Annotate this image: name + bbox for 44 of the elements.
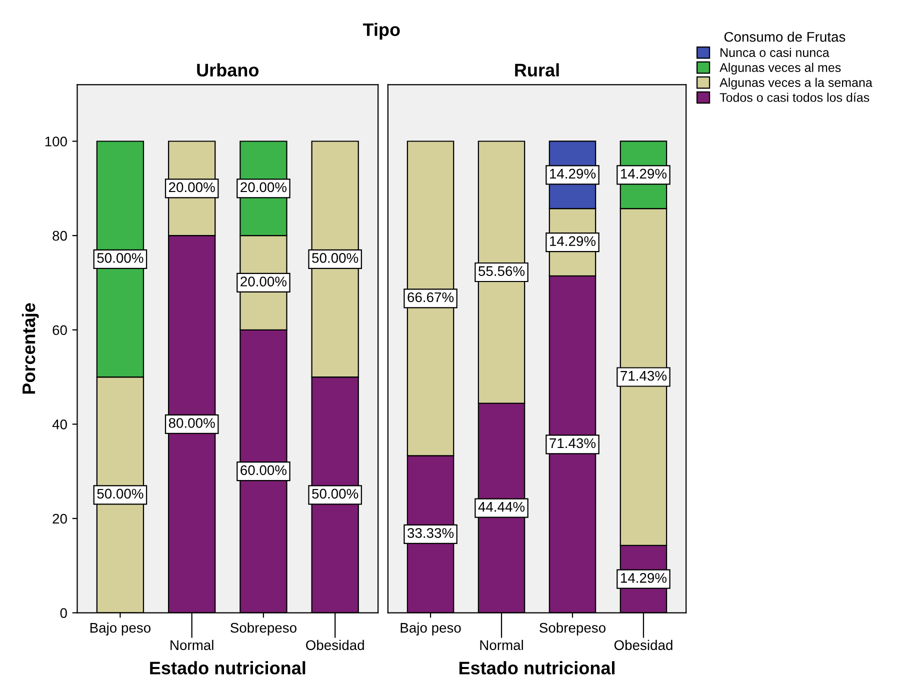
- data-label: 33.33%: [408, 528, 454, 538]
- data-label: 50.00%: [312, 253, 358, 263]
- x-tick-label: Sobrepeso: [230, 622, 296, 636]
- x-tick-label: Normal: [170, 640, 214, 650]
- data-label: 14.29%: [620, 168, 667, 179]
- data-label: 55.56%: [478, 266, 525, 276]
- y-tick-label: 60: [52, 325, 67, 336]
- y-tick-label: 100: [45, 136, 67, 146]
- data-label: 20.00%: [240, 182, 287, 192]
- data-label: 20.00%: [240, 276, 287, 286]
- chart-title: Rural: [515, 63, 559, 77]
- data-label: 14.29%: [550, 236, 596, 246]
- data-label: 60.00%: [240, 465, 287, 476]
- data-label: 50.00%: [97, 488, 144, 499]
- data-label: 66.67%: [408, 292, 454, 302]
- data-label: 14.29%: [550, 168, 596, 179]
- y-tick-label: 40: [52, 420, 67, 430]
- data-label: 71.43%: [550, 438, 596, 448]
- legend-label: Algunas veces a la semana: [720, 78, 872, 90]
- x-tick-label: Sobrepeso: [540, 622, 606, 636]
- y-tick-label: 80: [52, 230, 67, 241]
- x-axis-title: Estado nutricional: [459, 661, 614, 674]
- legend-label: Todos o casi todos los días: [720, 92, 870, 102]
- y-axis-title: Porcentaje: [22, 303, 39, 394]
- data-label: 71.43%: [620, 370, 667, 381]
- data-label: 80.00%: [168, 418, 215, 428]
- text: Tipo: [362, 22, 400, 40]
- data-label: 20.00%: [168, 182, 215, 192]
- chart-title: Urbano: [197, 63, 259, 77]
- legend-label: Algunas veces al mes: [720, 62, 841, 74]
- legend-label: Nunca o casi nunca: [720, 48, 830, 58]
- x-tick-label: Bajo peso: [90, 622, 151, 636]
- legend-title: Consumo de Frutas: [724, 32, 846, 42]
- x-axis-title: Estado nutricional: [150, 661, 306, 674]
- x-tick-label: Normal: [480, 640, 523, 650]
- x-tick-label: Obesidad: [306, 640, 364, 650]
- data-label: 44.44%: [478, 502, 525, 512]
- data-label: 14.29%: [620, 573, 667, 583]
- y-tick-label: 20: [52, 514, 67, 524]
- x-tick-label: Obesidad: [614, 640, 672, 650]
- data-label: 50.00%: [312, 488, 358, 499]
- x-tick-label: Bajo peso: [400, 622, 461, 636]
- data-label: 50.00%: [97, 253, 144, 263]
- y-tick-label: 0: [60, 608, 67, 618]
